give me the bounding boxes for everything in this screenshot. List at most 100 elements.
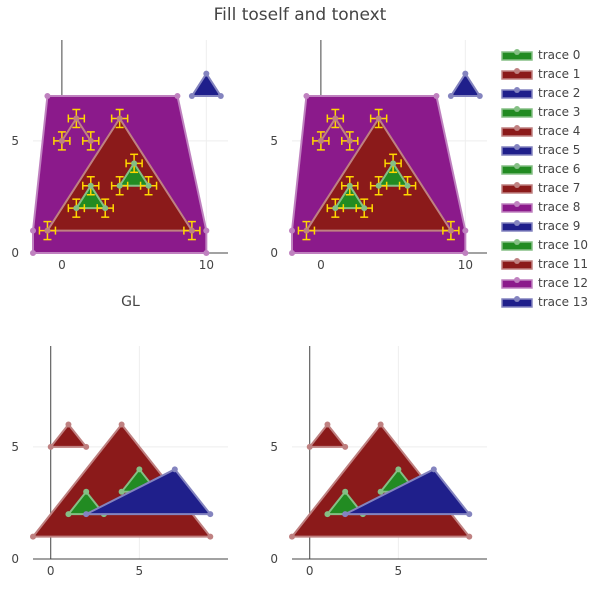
data-point (73, 205, 80, 212)
data-point (462, 227, 469, 234)
data-point (83, 443, 90, 450)
data-point (390, 160, 397, 167)
legend-marker (514, 201, 520, 207)
y-tick-label: 0 (270, 552, 278, 566)
data-point (188, 227, 195, 234)
data-point (83, 488, 90, 495)
legend-label: trace 6 (538, 162, 580, 176)
legend-label: trace 5 (538, 143, 580, 157)
data-point (332, 115, 339, 122)
legend-marker (514, 182, 520, 188)
data-point (44, 93, 51, 100)
legend-item[interactable]: trace 8 (501, 200, 580, 214)
legend-item[interactable]: trace 5 (501, 143, 580, 157)
data-point (303, 93, 310, 100)
legend: trace 0 trace 1 trace 2 trace 3 trace 4 trace… (501, 48, 588, 309)
legend-label: trace 2 (538, 86, 580, 100)
data-point (116, 182, 123, 189)
subplot-1: 0 10 0 5 GL (11, 40, 228, 310)
legend-label: trace 4 (538, 124, 580, 138)
data-point (145, 182, 152, 189)
legend-marker (514, 49, 520, 55)
legend-item[interactable]: trace 6 (501, 162, 580, 176)
subplot-4: 0 5 0 5 (270, 346, 487, 578)
data-point (342, 443, 349, 450)
legend-label: trace 13 (538, 295, 588, 309)
legend-label: trace 7 (538, 181, 580, 195)
legend-item[interactable]: trace 1 (501, 67, 580, 81)
y-tick-label: 0 (11, 552, 19, 566)
data-point (188, 93, 195, 100)
legend-item[interactable]: trace 10 (501, 238, 588, 252)
data-point (462, 70, 469, 77)
data-point (118, 488, 125, 495)
data-point (207, 511, 214, 518)
subplot-2: 0 10 0 5 (270, 40, 487, 272)
y-tick-label: 5 (11, 134, 19, 148)
legend-item[interactable]: trace 7 (501, 181, 580, 195)
data-point (65, 421, 72, 428)
legend-marker (514, 125, 520, 131)
legend-item[interactable]: trace 4 (501, 124, 580, 138)
legend-item[interactable]: trace 11 (501, 257, 588, 271)
x-tick-label: 10 (199, 258, 214, 272)
data-point (346, 137, 353, 144)
data-point (116, 115, 123, 122)
data-point (375, 182, 382, 189)
y-tick-label: 0 (11, 246, 19, 260)
x-tick-label: 5 (136, 564, 144, 578)
data-point (324, 511, 331, 518)
data-point (203, 70, 210, 77)
data-point (44, 227, 51, 234)
legend-label: trace 1 (538, 67, 580, 81)
legend-label: trace 8 (538, 200, 580, 214)
data-point (346, 182, 353, 189)
x-tick-label: 0 (47, 564, 55, 578)
series-fill-trace-10 (376, 161, 410, 187)
legend-item[interactable]: trace 12 (501, 276, 588, 290)
data-point (375, 115, 382, 122)
data-point (30, 250, 36, 256)
legend-item[interactable]: trace 2 (501, 86, 580, 100)
data-point (395, 466, 402, 473)
chart-title: Fill toself and tonext (214, 5, 387, 25)
legend-item[interactable]: trace 0 (501, 48, 580, 62)
legend-label: trace 3 (538, 105, 580, 119)
legend-marker (514, 296, 520, 302)
y-tick-label: 5 (270, 134, 278, 148)
data-point (102, 205, 109, 212)
x-axis-title: GL (121, 294, 140, 310)
legend-item[interactable]: trace 13 (501, 295, 588, 309)
data-point (136, 466, 143, 473)
data-point (324, 421, 331, 428)
data-point (342, 511, 349, 518)
data-point (447, 227, 454, 234)
data-point (377, 488, 384, 495)
x-tick-label: 0 (58, 258, 66, 272)
y-tick-label: 5 (270, 440, 278, 454)
data-point (73, 115, 80, 122)
error-bar (442, 220, 460, 241)
data-point (447, 93, 454, 100)
data-point (174, 93, 181, 100)
data-point (87, 182, 94, 189)
subplot-3: 0505GL (11, 346, 228, 578)
data-point (47, 443, 54, 450)
data-point (30, 533, 36, 540)
legend-marker (514, 239, 520, 245)
legend-item[interactable]: trace 3 (501, 105, 580, 119)
series-fill-trace-13 (449, 71, 482, 98)
series-fill-trace-4 (307, 422, 348, 448)
legend-marker (514, 106, 520, 112)
data-point (203, 227, 210, 234)
error-bar (369, 108, 388, 129)
data-point (466, 533, 473, 540)
legend-item[interactable]: trace 9 (501, 219, 580, 233)
data-point (65, 511, 72, 518)
x-tick-label: 5 (395, 564, 403, 578)
data-point (332, 205, 339, 212)
data-point (430, 466, 437, 473)
data-point (289, 533, 295, 540)
